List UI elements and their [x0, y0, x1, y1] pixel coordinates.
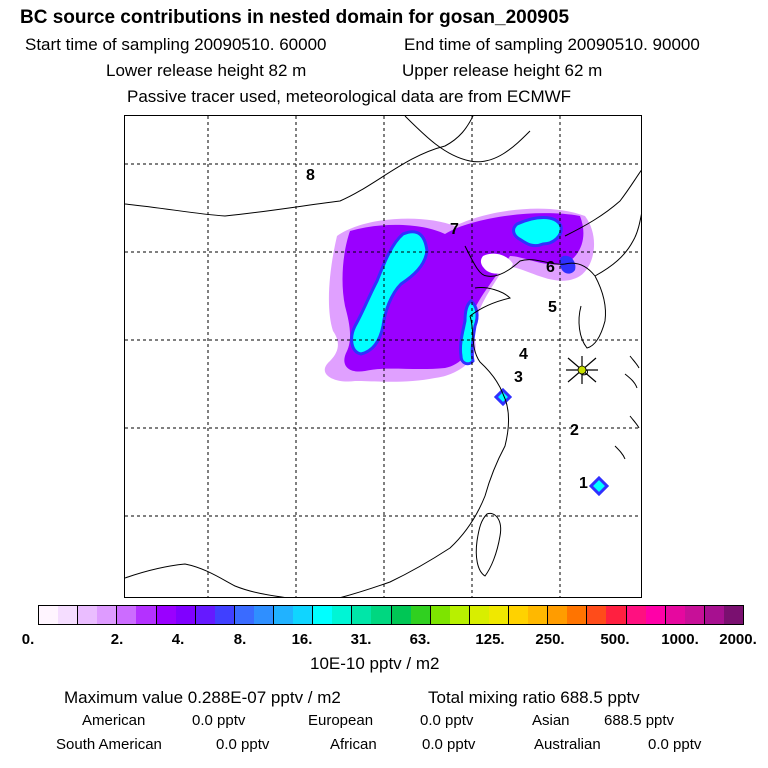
european-value: 0.0 pptv: [420, 712, 474, 729]
hainan-coast: [125, 563, 285, 597]
field-hotspot-shanghai: [493, 387, 513, 407]
colorbar-tick-label: 4.: [171, 631, 185, 648]
region-label-6: 6: [546, 259, 555, 276]
colorbar-segment: [626, 606, 666, 624]
shandong-coast: [469, 287, 511, 317]
colorbar-tick-label: 16.: [291, 631, 313, 648]
european-label: European: [308, 712, 374, 729]
colorbar-tick-label: 125.: [475, 631, 505, 648]
field-high-korea: [559, 255, 576, 274]
bohai-coast: [464, 245, 596, 277]
colorbar-tick-label: 2.: [110, 631, 124, 648]
lower-release-text: Lower release height 82 m: [106, 61, 307, 80]
field-hole-bohai: [480, 253, 513, 274]
concentration-field: [324, 208, 610, 497]
australian-label: Australian: [534, 736, 601, 753]
asian-label: Asian: [532, 712, 570, 729]
colorbar-segment: [352, 606, 392, 624]
american-label: American: [82, 712, 146, 729]
max-value-text: Maximum value 0.288E-07 pptv / m2: [64, 688, 341, 707]
region-label-7: 7: [450, 221, 459, 238]
colorbar-tick-label: 0.: [21, 631, 35, 648]
plot-title: BC source contributions in nested domain…: [20, 7, 570, 28]
african-value: 0.0 pptv: [422, 736, 476, 753]
colorbar-segment: [156, 606, 196, 624]
philippine-islets: [614, 415, 640, 460]
colorbar-segment: [509, 606, 549, 624]
total-mixing-text: Total mixing ratio 688.5 pptv: [428, 688, 640, 707]
map-canvas: 1 2 3 4 5 6 7 8: [125, 116, 641, 597]
korea-east: [594, 213, 641, 277]
colorbar-segment: [78, 606, 118, 624]
tracer-note-text: Passive tracer used, meteorological data…: [127, 87, 572, 106]
colorbar-segment: [665, 606, 705, 624]
asian-value: 688.5 pptv: [604, 712, 675, 729]
north-border: [404, 116, 531, 163]
colorbar-units: 10E-10 pptv / m2: [310, 654, 440, 673]
field-high-coast: [459, 299, 479, 366]
south-american-value: 0.0 pptv: [216, 736, 270, 753]
colorbar-segment: [704, 606, 744, 624]
colorbar-segment: [195, 606, 235, 624]
region-label-4: 4: [519, 346, 528, 363]
field-high-west: [350, 230, 429, 356]
colorbar-segment: [117, 606, 157, 624]
colorbar-segment: [469, 606, 510, 624]
colorbar-segment: [548, 606, 588, 624]
color-scale-bar: [38, 605, 744, 625]
upper-release-text: Upper release height 62 m: [402, 61, 603, 80]
field-hotspot-taiwan-north: [588, 475, 610, 497]
american-value: 0.0 pptv: [192, 712, 246, 729]
graticule: [125, 116, 641, 597]
china-coast: [340, 315, 509, 597]
japan-islands: [624, 355, 640, 389]
colorbar-tick-label: 8.: [233, 631, 247, 648]
colorbar-segment: [587, 606, 627, 624]
end-time-text: End time of sampling 20090510. 90000: [404, 35, 700, 54]
colorbar-tick-label: 500.: [600, 631, 630, 648]
colorbar-segment: [234, 606, 275, 624]
australian-value: 0.0 pptv: [648, 736, 702, 753]
african-label: African: [330, 736, 377, 753]
colorbar-segment: [391, 606, 431, 624]
start-time-text: Start time of sampling 20090510. 60000: [25, 35, 327, 54]
colorbar-tick-label: 1000.: [661, 631, 699, 648]
manchuria-border: [564, 169, 641, 237]
field-high-east: [512, 216, 563, 248]
colorbar-tick-label: 63.: [409, 631, 431, 648]
colorbar-tick-label: 31.: [350, 631, 372, 648]
region-label-3: 3: [514, 369, 523, 386]
colorbar-segment: [430, 606, 470, 624]
colorbar-tick-label: 2000.: [719, 631, 757, 648]
receptor-star-marker: [566, 356, 598, 384]
korea-coast: [578, 275, 606, 349]
colorbar-segment: [39, 606, 79, 624]
colorbar-segment: [313, 606, 353, 624]
map-panel: 1 2 3 4 5 6 7 8: [124, 115, 642, 598]
colorbar-segment: [274, 606, 314, 624]
region-label-1: 1: [579, 475, 588, 492]
mongolia-border: [125, 116, 474, 217]
region-label-5: 5: [548, 299, 557, 316]
region-label-2: 2: [570, 422, 579, 439]
south-american-label: South American: [56, 736, 162, 753]
taiwan-island: [475, 512, 502, 577]
coastlines: [125, 116, 641, 597]
region-label-8: 8: [306, 167, 315, 184]
colorbar-tick-label: 250.: [535, 631, 565, 648]
